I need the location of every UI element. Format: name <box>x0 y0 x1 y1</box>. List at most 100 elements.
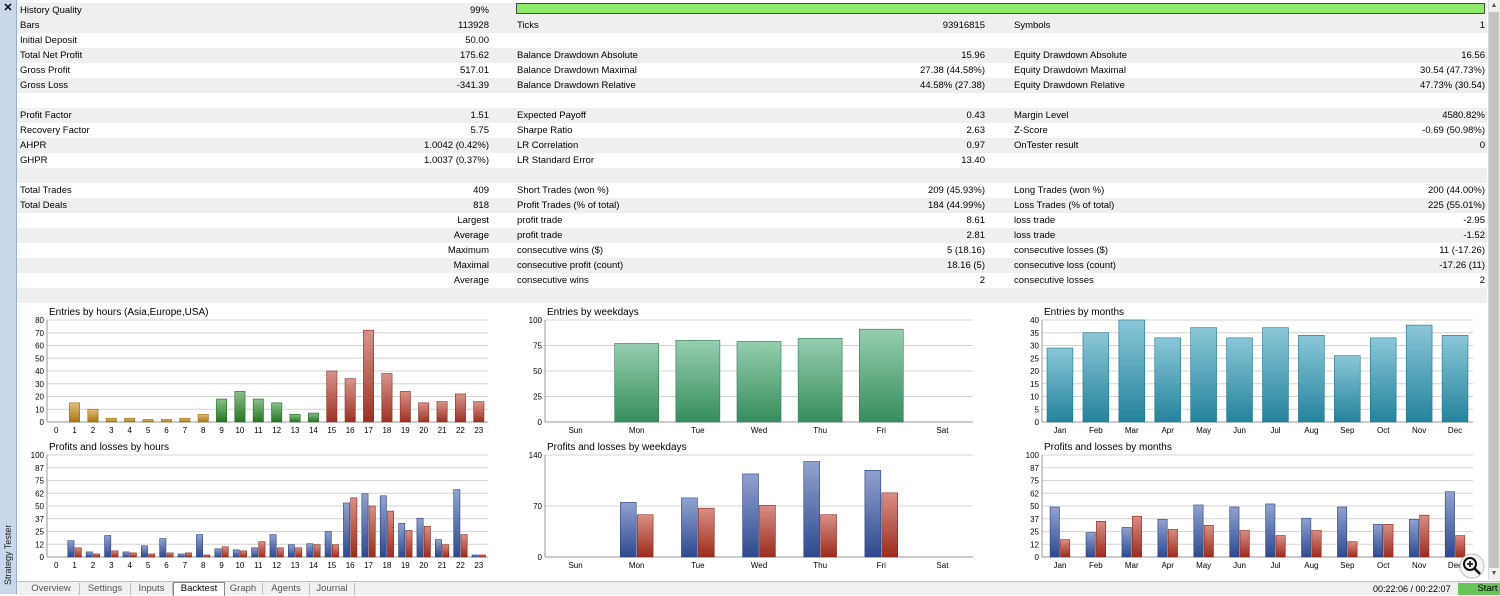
report-label: profit trade <box>517 215 563 226</box>
x-tick-label: 12 <box>272 561 281 570</box>
bar <box>614 343 660 423</box>
report-label: Symbols <box>1014 20 1051 31</box>
tab-settings[interactable]: Settings <box>80 583 131 595</box>
report-label: Loss Trades (% of total) <box>1014 200 1115 211</box>
bar <box>234 391 246 423</box>
x-tick-label: Tue <box>691 426 705 435</box>
bar <box>1405 324 1433 423</box>
x-tick-label: Sep <box>1340 426 1355 435</box>
loss-bar <box>203 554 211 558</box>
profit-bar <box>1193 504 1204 558</box>
profit-bar <box>379 495 387 558</box>
profit-bar <box>343 502 350 558</box>
profit-bar <box>159 538 167 558</box>
profit-bar <box>1337 506 1348 558</box>
loss-bar <box>636 514 654 558</box>
chart-title: Entries by months <box>1044 307 1124 318</box>
x-tick-label: 8 <box>201 561 206 570</box>
report-label: Total Net Profit <box>20 50 83 61</box>
report-label: Ticks <box>517 20 539 31</box>
y-tick-label: 75 <box>533 342 542 351</box>
loss-bar <box>1203 525 1214 558</box>
loss-bar <box>240 550 247 558</box>
profit-bar <box>1444 491 1455 558</box>
tab-overview[interactable]: Overview <box>23 583 80 595</box>
x-tick-label: 16 <box>346 426 355 435</box>
x-tick-label: 12 <box>272 426 281 435</box>
bar <box>675 340 721 423</box>
x-tick-label: Aug <box>1304 561 1318 570</box>
x-tick-label: 18 <box>382 426 391 435</box>
loss-bar <box>350 497 358 558</box>
x-tick-label: 15 <box>327 426 336 435</box>
report-value: Maximal <box>453 260 489 271</box>
scroll-down-arrow-icon[interactable]: ▼ <box>1490 570 1498 577</box>
x-tick-label: 20 <box>419 561 428 570</box>
bar <box>797 338 843 423</box>
profit-bar <box>416 517 424 558</box>
report-label: Total Trades <box>20 185 72 196</box>
loss-bar <box>881 492 898 558</box>
bar <box>454 393 466 423</box>
report-value: 1.0037 (0.37%) <box>424 155 489 166</box>
bar <box>858 328 904 423</box>
report-label: loss trade <box>1014 230 1056 241</box>
tab-agents[interactable]: Agents <box>263 583 310 595</box>
loss-bar <box>93 553 100 558</box>
profit-bar <box>453 489 461 558</box>
loss-bar <box>148 553 156 558</box>
report-value: 184 (44.99%) <box>927 200 985 211</box>
y-tick-label: 25 <box>35 528 44 537</box>
x-tick-label: Oct <box>1377 426 1390 435</box>
loss-bar <box>295 547 303 558</box>
close-icon[interactable]: ✕ <box>3 2 13 14</box>
y-tick-label: 50 <box>1030 502 1039 511</box>
scrollbar-thumb[interactable] <box>1489 12 1499 568</box>
start-button[interactable]: Start <box>1458 583 1500 595</box>
loss-bar <box>1311 530 1322 558</box>
x-tick-label: 4 <box>127 426 132 435</box>
profit-bar <box>251 547 259 558</box>
report-value: 27.38 (44.58%) <box>920 65 985 76</box>
tab-journal[interactable]: Journal <box>310 583 355 595</box>
x-tick-label: 6 <box>164 561 169 570</box>
chart-title: Entries by hours (Asia,Europe,USA) <box>49 307 209 318</box>
tab-backtest[interactable]: Backtest <box>173 582 225 596</box>
loss-bar <box>1347 541 1358 558</box>
bar <box>381 373 393 423</box>
bar <box>418 402 430 423</box>
loss-bar <box>759 504 776 558</box>
x-tick-label: 7 <box>183 561 188 570</box>
bar <box>1369 337 1397 423</box>
x-tick-label: 15 <box>327 561 336 570</box>
report-value: 409 <box>473 185 489 196</box>
profit-bar <box>620 502 637 558</box>
profit-bar <box>864 469 882 558</box>
report-row: Initial Deposit 50.00 <box>17 33 1487 48</box>
report-value: 175.62 <box>459 50 489 61</box>
history-quality-bar <box>516 3 1485 14</box>
report-label: Margin Level <box>1014 110 1069 121</box>
profit-bar <box>803 461 820 558</box>
loss-bar <box>698 507 715 558</box>
x-tick-label: 6 <box>164 426 169 435</box>
profit-bar <box>269 534 277 558</box>
profit-bar <box>1085 532 1096 558</box>
tab-graph[interactable]: Graph <box>224 583 263 595</box>
report-value: 5 (18.16) <box>946 245 985 256</box>
report-value: 15.96 <box>961 50 985 61</box>
tab-inputs[interactable]: Inputs <box>131 583 173 595</box>
x-tick-label: 14 <box>309 426 318 435</box>
report-value: 13.40 <box>961 155 985 166</box>
y-tick-label: 35 <box>1030 329 1039 338</box>
magnifier-plus-icon[interactable] <box>1459 553 1485 579</box>
report-label: GHPR <box>20 155 48 166</box>
scroll-up-arrow-icon[interactable]: ▲ <box>1490 2 1498 9</box>
bar <box>252 398 264 423</box>
bar <box>271 402 283 423</box>
y-tick-label: 10 <box>35 405 44 414</box>
y-tick-label: 20 <box>35 393 44 402</box>
report-label: Short Trades (won %) <box>517 185 609 196</box>
report-row: Gross Loss -341.39 Balance Drawdown Relati… <box>17 78 1487 93</box>
loss-bar <box>332 544 339 558</box>
